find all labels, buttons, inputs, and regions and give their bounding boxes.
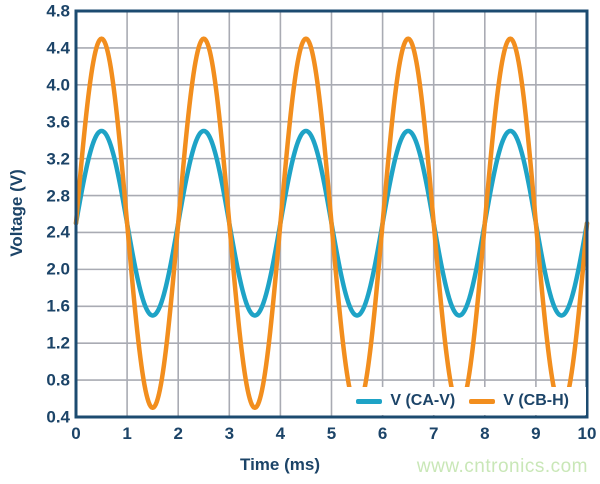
y-tick-label: 1.2 [46, 333, 70, 353]
y-tick-label: 0.4 [46, 407, 70, 427]
plot-border [74, 9, 589, 419]
y-tick-label: 3.6 [46, 112, 70, 132]
x-tick-label: 10 [577, 424, 597, 443]
x-tick-label: 1 [122, 424, 132, 443]
x-tick-label: 6 [377, 424, 388, 443]
legend-swatch-cb-h-line [469, 398, 496, 404]
y-tick-label: 2.4 [46, 222, 70, 242]
x-tick-label: 9 [531, 424, 541, 443]
x-tick-label: 7 [428, 424, 439, 443]
x-tick-label: 4 [275, 424, 286, 443]
x-tick-label: 0 [71, 424, 81, 443]
watermark: www.cntronics.com [416, 456, 588, 477]
legend-label-ca-v: V (CA-V) [390, 392, 456, 409]
chart-legend: V (CA-V) V (CB-H) [341, 387, 586, 415]
legend-label-cb-h: V (CB-H) [503, 392, 569, 409]
legend-swatch-ca-v-line [356, 398, 383, 404]
y-tick-label: 0.8 [46, 370, 70, 390]
y-tick-label: 2.8 [46, 186, 70, 206]
y-tick-label: 4.4 [46, 38, 70, 58]
x-axis-title: Time (ms) [240, 455, 320, 474]
series-curve-1 [73, 36, 590, 411]
y-tick-label: 2.0 [46, 259, 70, 279]
y-tick-label: 3.2 [46, 149, 70, 169]
x-tick-label: 5 [326, 424, 337, 443]
y-tick-label: 4.0 [46, 75, 70, 95]
x-tick-label: 8 [480, 424, 490, 443]
y-tick-label: 1.6 [46, 296, 70, 316]
y-tick-label: 4.8 [46, 1, 70, 21]
y-axis-title: Voltage (V) [7, 169, 26, 257]
x-tick-label: 3 [224, 424, 235, 443]
x-tick-label: 2 [173, 424, 183, 443]
